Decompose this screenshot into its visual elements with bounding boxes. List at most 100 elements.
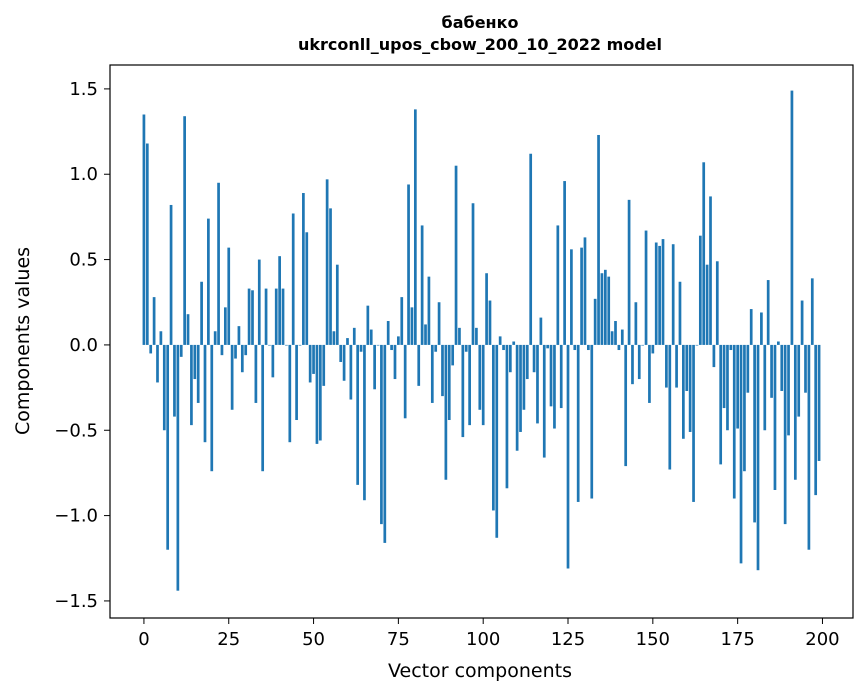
bar [787, 344, 790, 436]
x-tick-label: 0 [138, 629, 149, 650]
bar [145, 143, 149, 345]
bar [719, 344, 723, 465]
y-tick-label: 1.5 [69, 79, 98, 100]
bar [563, 181, 566, 345]
bar [312, 344, 315, 374]
bar [339, 344, 343, 362]
bar [176, 344, 180, 591]
x-tick-label: 100 [466, 629, 500, 650]
bar [807, 344, 811, 550]
bar [549, 344, 553, 407]
bar [451, 344, 455, 366]
bar [617, 344, 621, 351]
bar [709, 196, 712, 345]
bar [634, 302, 638, 345]
bar [529, 153, 533, 345]
bar [573, 344, 577, 351]
bar [675, 344, 678, 388]
bar [434, 344, 438, 352]
y-axis-ticks: −1.5 −1.0 −0.5 0.0 0.5 1.0 1.5 [54, 79, 110, 612]
bar [223, 307, 227, 345]
bar [427, 276, 431, 345]
bar [695, 344, 699, 346]
bar [383, 344, 387, 543]
bar [715, 261, 719, 345]
bar [291, 213, 295, 345]
bar [356, 344, 360, 485]
y-tick-label: −1.5 [54, 591, 98, 612]
x-tick-label: 25 [217, 629, 240, 650]
bar [237, 326, 241, 345]
bar [797, 344, 801, 417]
bar [183, 116, 186, 345]
bar [648, 344, 651, 403]
bar [227, 247, 231, 345]
bar [580, 247, 583, 345]
bar [495, 344, 499, 538]
bar [488, 300, 492, 345]
bar [502, 344, 505, 351]
bar [519, 344, 522, 432]
bar [478, 344, 482, 410]
y-tick-label: 0.5 [69, 250, 98, 271]
bar [688, 344, 692, 432]
y-tick-label: 0.0 [69, 335, 98, 356]
bar [302, 193, 305, 345]
bar [400, 297, 404, 345]
bar [169, 204, 173, 345]
bar [190, 344, 193, 426]
bar [658, 245, 661, 345]
bar [220, 344, 224, 356]
bar [234, 344, 237, 359]
bar [641, 344, 645, 346]
bar [525, 344, 529, 380]
bar [732, 344, 736, 499]
bar [315, 344, 319, 444]
bar [335, 264, 339, 345]
bar [268, 344, 271, 346]
bar [430, 344, 434, 403]
bar [651, 344, 655, 354]
bar [173, 344, 176, 417]
bar [590, 344, 594, 499]
bar [661, 239, 665, 345]
bar [390, 344, 393, 351]
x-tick-label: 150 [636, 629, 670, 650]
x-axis-label: Vector components [388, 660, 572, 682]
bar [152, 297, 156, 345]
bar [485, 273, 488, 345]
bar [644, 230, 648, 345]
bar [546, 344, 550, 349]
bar [722, 344, 726, 409]
bar [142, 114, 146, 345]
bar [766, 280, 770, 345]
bar [386, 321, 390, 345]
bar [410, 307, 414, 345]
bar [207, 218, 210, 345]
bar [804, 344, 807, 393]
bar [346, 338, 349, 345]
bar [793, 344, 797, 480]
bar [559, 344, 563, 409]
y-tick-label: 1.0 [69, 164, 98, 185]
bar [420, 225, 424, 345]
bar [726, 344, 729, 431]
bar [407, 184, 410, 345]
bar [369, 329, 373, 345]
bar [318, 344, 322, 441]
bar [756, 344, 760, 571]
bar [542, 344, 546, 458]
bar [780, 344, 784, 391]
bar [498, 336, 502, 345]
bar [359, 344, 363, 352]
bar [475, 327, 478, 345]
bar [773, 344, 777, 490]
bar [403, 344, 407, 419]
bar [566, 344, 570, 569]
bar [329, 208, 332, 345]
bar [753, 344, 756, 523]
bar [461, 344, 465, 438]
bar [376, 344, 380, 346]
x-tick-label: 175 [720, 629, 754, 650]
bar [363, 344, 366, 501]
